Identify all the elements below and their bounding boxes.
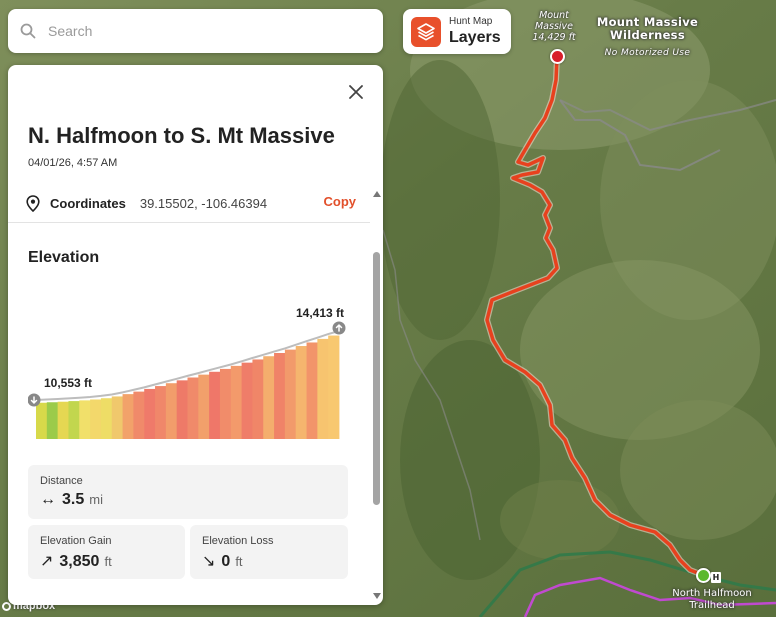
coordinates-row: Coordinates 39.15502, -106.46394 Copy: [26, 193, 356, 213]
scrollbar-thumb[interactable]: [373, 252, 380, 505]
elevation-grade-bar: [68, 401, 80, 439]
elevation-grade-bar: [176, 380, 188, 439]
trailhead-label: North Halfmoon Trailhead: [668, 588, 756, 611]
distance-label: Distance: [40, 475, 83, 487]
route-start-marker[interactable]: [696, 568, 711, 583]
elevation-grade-bar: [263, 356, 275, 439]
trailhead-icon: H: [711, 572, 721, 583]
search-bar[interactable]: [8, 9, 383, 53]
elevation-grade-bar: [317, 338, 329, 439]
elevation-grade-bar: [241, 362, 253, 439]
layers-icon: [411, 16, 441, 47]
elevation-min-label: 10,553 ft: [44, 376, 92, 390]
panel-scrollbar[interactable]: [370, 185, 383, 605]
summit-name-line1: Mount: [539, 10, 569, 21]
elevation-loss-card: Elevation Loss ↘ 0 ft: [190, 525, 348, 579]
elevation-grade-bar: [209, 371, 221, 439]
distance-value: 3.5: [62, 491, 85, 508]
search-icon: [20, 23, 36, 39]
elevation-max-marker: [332, 321, 346, 335]
elevation-grade-bar: [165, 383, 178, 439]
route-end-marker[interactable]: [550, 49, 565, 64]
distance-card: Distance ↔ 3.5 mi: [28, 465, 348, 519]
wilderness-name-line2: Wilderness: [610, 28, 685, 43]
scroll-up-arrow-icon[interactable]: [373, 191, 381, 197]
wilderness-label: Mount Massive Wilderness: [590, 15, 705, 43]
copy-coordinates-button[interactable]: Copy: [323, 194, 357, 209]
elevation-loss-value: 0: [221, 553, 231, 570]
panel-divider: [8, 222, 370, 223]
layers-main-label: Layers: [449, 29, 501, 46]
elevation-grade-bar: [306, 342, 318, 439]
route-detail-panel: N. Halfmoon to S. Mt Massive 04/01/26, 4…: [8, 65, 383, 605]
elevation-loss-label: Elevation Loss: [202, 535, 274, 547]
scroll-down-arrow-icon[interactable]: [373, 593, 381, 599]
elevation-heading: Elevation: [28, 249, 100, 266]
elevation-grade-bar: [144, 388, 156, 439]
elevation-grade-bars: [36, 335, 340, 439]
coordinates-value: 39.15502, -106.46394: [139, 195, 268, 211]
elevation-gain-value: 3,850: [59, 553, 100, 570]
close-icon[interactable]: [347, 83, 365, 101]
elevation-chart: 10,553 ft 14,413 ft: [28, 306, 346, 439]
wilderness-name-line1: Mount Massive: [596, 15, 699, 29]
elevation-grade-bar: [111, 396, 123, 439]
elevation-grade-bar: [284, 349, 297, 439]
elevation-grade-bar: [274, 353, 286, 439]
up-right-arrow-icon: ↗: [40, 553, 54, 570]
elevation-grade-bar: [187, 377, 199, 439]
elevation-grade-bar: [219, 368, 232, 439]
mapbox-logo-icon: [2, 601, 11, 611]
elevation-grade-bar: [230, 365, 243, 439]
summit-elevation: 14,429 ft: [532, 31, 576, 43]
summit-name-line2: Massive: [534, 20, 574, 32]
down-right-arrow-icon: ↘: [202, 553, 216, 570]
elevation-grade-bar: [198, 374, 210, 439]
elevation-grade-bar: [133, 391, 145, 439]
route-title: N. Halfmoon to S. Mt Massive: [28, 123, 335, 148]
elevation-grade-bar: [328, 335, 340, 439]
search-input[interactable]: [48, 23, 348, 39]
elevation-min-marker: [28, 393, 41, 407]
elevation-grade-bar: [36, 402, 48, 439]
distance-unit: mi: [89, 492, 103, 507]
left-right-arrow-icon: ↔: [40, 491, 56, 508]
elevation-gain-label: Elevation Gain: [40, 535, 112, 547]
elevation-max-label: 14,413 ft: [296, 306, 344, 320]
elevation-grade-bar: [79, 400, 91, 439]
trailhead-name-line1: North Halfmoon: [672, 588, 752, 599]
elevation-grade-bar: [155, 386, 167, 439]
elevation-grade-bar: [295, 346, 307, 439]
layers-button[interactable]: Hunt Map Layers: [403, 9, 511, 54]
elevation-grade-bar: [90, 399, 102, 439]
layers-sub-label: Hunt Map: [449, 16, 493, 27]
elevation-grade-bar: [57, 401, 69, 439]
elevation-grade-bar: [122, 394, 134, 439]
elevation-profile-line: [35, 330, 340, 401]
elevation-grade-bar: [46, 402, 59, 439]
elevation-gain-card: Elevation Gain ↗ 3,850 ft: [28, 525, 185, 579]
route-date: 04/01/26, 4:57 AM: [28, 157, 118, 169]
elevation-gain-unit: ft: [104, 554, 112, 569]
summit-label: Mount Massive 14,429 ft: [528, 10, 580, 44]
wilderness-note: No Motorized Use: [604, 48, 691, 58]
elevation-grade-bar: [100, 398, 113, 439]
coordinates-label: Coordinates: [50, 195, 126, 211]
elevation-grade-bar: [252, 359, 264, 439]
location-pin-icon: [26, 194, 40, 212]
elevation-loss-unit: ft: [235, 554, 243, 569]
trailhead-name-line2: Trailhead: [689, 599, 735, 611]
